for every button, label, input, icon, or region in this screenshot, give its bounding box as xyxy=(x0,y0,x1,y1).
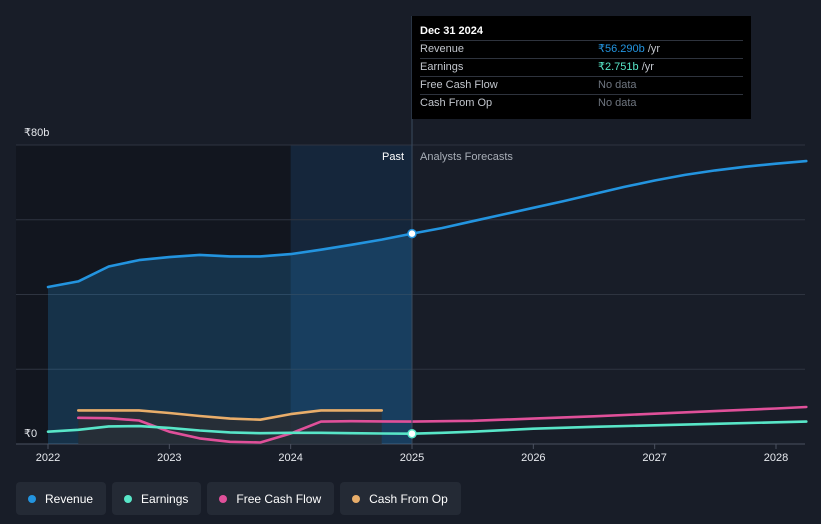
x-tick-label: 2028 xyxy=(764,452,788,464)
legend-label: Revenue xyxy=(45,491,94,506)
free-cash-flow-line xyxy=(77,405,808,444)
past-label: Past xyxy=(382,151,404,163)
tooltip-date: Dec 31 2024 xyxy=(420,25,483,37)
highlight-markers xyxy=(407,228,417,439)
tooltip-row-free-cash-flow: Free Cash Flow No data xyxy=(420,76,743,94)
legend-label: Free Cash Flow xyxy=(236,491,322,506)
tooltip-label: Cash From Op xyxy=(420,97,493,109)
revenue-line xyxy=(46,159,808,289)
tooltip-value: No data xyxy=(598,79,637,91)
cash-from-op-area xyxy=(78,410,382,444)
x-tick-label: 2023 xyxy=(157,452,181,464)
y-axis-top-label: ₹80b xyxy=(24,127,49,139)
legend-label: Cash From Op xyxy=(369,491,448,506)
x-tick-label: 2025 xyxy=(400,452,424,464)
tooltip-rows: Revenue ₹56.290b /yr Earnings ₹2.751b /yr Fr… xyxy=(420,40,743,112)
legend-item-cash-from-op[interactable]: Cash From Op xyxy=(340,482,461,515)
earnings-line xyxy=(46,420,808,435)
tooltip-label: Free Cash Flow xyxy=(420,79,498,91)
series-lines xyxy=(46,159,808,444)
tooltip: Dec 31 2024 Revenue ₹56.290b /yr Earnings ₹… xyxy=(412,16,751,119)
legend-dot-icon xyxy=(28,494,36,503)
x-tick-label: 2024 xyxy=(278,452,302,464)
forecast-label: Analysts Forecasts xyxy=(420,151,513,163)
legend-label: Earnings xyxy=(141,491,189,506)
cash-from-op-line xyxy=(77,409,383,421)
tooltip-value: No data xyxy=(598,97,637,109)
legend-item-revenue[interactable]: Revenue xyxy=(16,482,107,515)
gridlines xyxy=(16,144,805,445)
y-axis-bottom-label: ₹0 xyxy=(24,428,37,440)
tooltip-value: ₹2.751b /yr xyxy=(598,61,654,73)
tooltip-value: ₹56.290b /yr xyxy=(598,43,661,55)
tooltip-row-earnings: Earnings ₹2.751b /yr xyxy=(420,58,743,76)
x-tick-label: 2026 xyxy=(521,452,545,464)
x-tick-label: 2022 xyxy=(36,452,60,464)
tooltip-row-revenue: Revenue ₹56.290b /yr xyxy=(420,40,743,58)
x-tick-label: 2027 xyxy=(642,452,666,464)
legend-dot-icon xyxy=(219,494,228,503)
earnings-marker xyxy=(407,428,417,439)
tooltip-row-cash-from-op: Cash From Op No data xyxy=(420,94,743,112)
x-axis-ticks: 2022 2023 2024 2025 2026 2027 2028 xyxy=(36,444,788,464)
tooltip-label: Earnings xyxy=(420,61,464,73)
legend: Revenue Earnings Free Cash Flow Cash From O… xyxy=(16,482,461,515)
legend-item-earnings[interactable]: Earnings xyxy=(112,482,202,515)
series-fills xyxy=(48,233,412,444)
revenue-marker xyxy=(407,228,417,239)
legend-dot-icon xyxy=(124,494,133,503)
revenue-area xyxy=(48,233,412,444)
tooltip-label: Revenue xyxy=(420,43,465,55)
legend-dot-icon xyxy=(352,494,361,503)
legend-item-free-cash-flow[interactable]: Free Cash Flow xyxy=(207,482,335,515)
